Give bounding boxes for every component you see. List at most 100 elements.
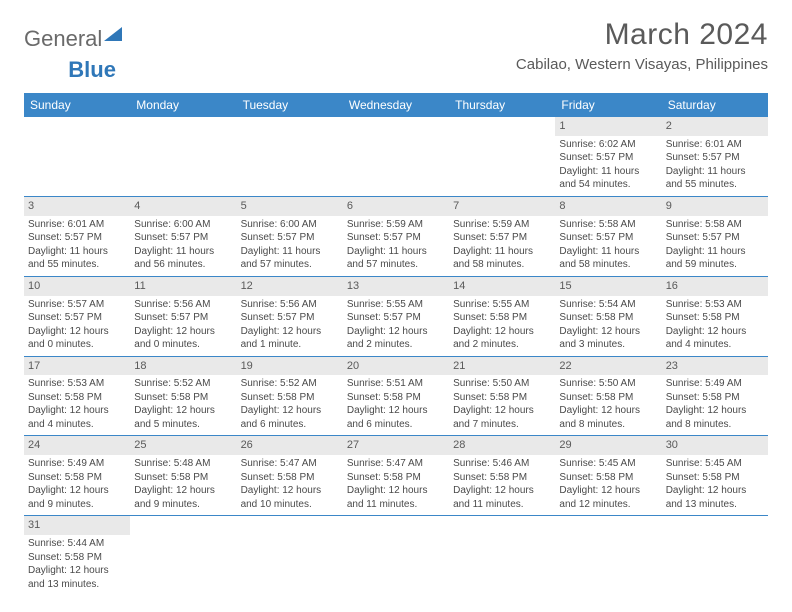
day-number: 4 [130,197,236,216]
daylight-text: Daylight: 12 hours and 10 minutes. [241,484,339,511]
daylight-text: Daylight: 12 hours and 3 minutes. [559,325,657,352]
day-number [555,516,661,535]
day-number [237,117,343,136]
day-number: 15 [555,277,661,296]
day-details: Sunrise: 6:02 AMSunset: 5:57 PMDaylight:… [555,136,661,196]
day-number [449,117,555,136]
day-details: Sunrise: 5:45 AMSunset: 5:58 PMDaylight:… [555,455,661,515]
day-details: Sunrise: 5:49 AMSunset: 5:58 PMDaylight:… [24,455,130,515]
month-title: March 2024 [516,18,768,52]
sunrise-text: Sunrise: 5:58 AM [666,218,764,232]
day-cell: 29Sunrise: 5:45 AMSunset: 5:58 PMDayligh… [555,436,661,515]
sunset-text: Sunset: 5:58 PM [666,471,764,485]
day-details [237,136,343,192]
day-details: Sunrise: 5:55 AMSunset: 5:58 PMDaylight:… [449,296,555,356]
sunrise-text: Sunrise: 5:48 AM [134,457,232,471]
sunrise-text: Sunrise: 5:45 AM [559,457,657,471]
day-cell: 23Sunrise: 5:49 AMSunset: 5:58 PMDayligh… [662,357,768,436]
sunrise-text: Sunrise: 6:00 AM [241,218,339,232]
sunset-text: Sunset: 5:58 PM [347,391,445,405]
daylight-text: Daylight: 12 hours and 9 minutes. [28,484,126,511]
day-details [449,136,555,192]
daylight-text: Daylight: 12 hours and 11 minutes. [453,484,551,511]
sunset-text: Sunset: 5:58 PM [559,311,657,325]
daylight-text: Daylight: 11 hours and 55 minutes. [28,245,126,272]
day-number [343,117,449,136]
sunset-text: Sunset: 5:57 PM [347,231,445,245]
day-cell: 27Sunrise: 5:47 AMSunset: 5:58 PMDayligh… [343,436,449,515]
day-cell-empty [237,516,343,595]
day-details: Sunrise: 5:47 AMSunset: 5:58 PMDaylight:… [343,455,449,515]
calendar-week: 31Sunrise: 5:44 AMSunset: 5:58 PMDayligh… [24,516,768,595]
sunrise-text: Sunrise: 5:52 AM [134,377,232,391]
daylight-text: Daylight: 12 hours and 2 minutes. [453,325,551,352]
day-cell: 12Sunrise: 5:56 AMSunset: 5:57 PMDayligh… [237,277,343,356]
day-number: 2 [662,117,768,136]
day-details: Sunrise: 5:44 AMSunset: 5:58 PMDaylight:… [24,535,130,595]
day-number [662,516,768,535]
location-subtitle: Cabilao, Western Visayas, Philippines [516,56,768,73]
day-details [343,535,449,591]
day-cell: 6Sunrise: 5:59 AMSunset: 5:57 PMDaylight… [343,197,449,276]
sunrise-text: Sunrise: 5:58 AM [559,218,657,232]
sunset-text: Sunset: 5:57 PM [28,231,126,245]
weekday-monday: Monday [130,93,236,117]
day-number [449,516,555,535]
sunset-text: Sunset: 5:57 PM [241,311,339,325]
day-details [555,535,661,591]
day-details: Sunrise: 5:54 AMSunset: 5:58 PMDaylight:… [555,296,661,356]
day-details [343,136,449,192]
day-number: 13 [343,277,449,296]
weekday-saturday: Saturday [662,93,768,117]
day-number: 1 [555,117,661,136]
sunset-text: Sunset: 5:58 PM [666,311,764,325]
day-cell: 26Sunrise: 5:47 AMSunset: 5:58 PMDayligh… [237,436,343,515]
daylight-text: Daylight: 12 hours and 8 minutes. [666,404,764,431]
day-details: Sunrise: 5:50 AMSunset: 5:58 PMDaylight:… [555,375,661,435]
sunset-text: Sunset: 5:57 PM [666,231,764,245]
day-details: Sunrise: 5:58 AMSunset: 5:57 PMDaylight:… [662,216,768,276]
day-details [24,136,130,192]
daylight-text: Daylight: 11 hours and 58 minutes. [559,245,657,272]
sunrise-text: Sunrise: 5:55 AM [347,298,445,312]
sunrise-text: Sunrise: 5:50 AM [559,377,657,391]
day-cell-empty [130,117,236,196]
day-number: 31 [24,516,130,535]
day-number: 16 [662,277,768,296]
day-number [130,117,236,136]
day-details: Sunrise: 5:57 AMSunset: 5:57 PMDaylight:… [24,296,130,356]
day-number: 30 [662,436,768,455]
day-details: Sunrise: 6:01 AMSunset: 5:57 PMDaylight:… [662,136,768,196]
day-cell: 16Sunrise: 5:53 AMSunset: 5:58 PMDayligh… [662,277,768,356]
day-cell: 24Sunrise: 5:49 AMSunset: 5:58 PMDayligh… [24,436,130,515]
sunset-text: Sunset: 5:58 PM [453,471,551,485]
sunrise-text: Sunrise: 5:59 AM [453,218,551,232]
day-number: 11 [130,277,236,296]
sunrise-text: Sunrise: 6:00 AM [134,218,232,232]
day-cell-empty [343,516,449,595]
sunrise-text: Sunrise: 5:45 AM [666,457,764,471]
day-cell: 17Sunrise: 5:53 AMSunset: 5:58 PMDayligh… [24,357,130,436]
daylight-text: Daylight: 12 hours and 4 minutes. [28,404,126,431]
day-cell-empty [130,516,236,595]
day-cell: 3Sunrise: 6:01 AMSunset: 5:57 PMDaylight… [24,197,130,276]
sunset-text: Sunset: 5:58 PM [241,391,339,405]
weekday-tuesday: Tuesday [237,93,343,117]
day-details: Sunrise: 6:01 AMSunset: 5:57 PMDaylight:… [24,216,130,276]
daylight-text: Daylight: 12 hours and 6 minutes. [347,404,445,431]
calendar: Sunday Monday Tuesday Wednesday Thursday… [24,93,768,595]
daylight-text: Daylight: 12 hours and 0 minutes. [28,325,126,352]
day-number: 10 [24,277,130,296]
day-cell-empty [237,117,343,196]
logo: General [24,26,124,52]
day-number: 28 [449,436,555,455]
sunrise-text: Sunrise: 5:49 AM [666,377,764,391]
daylight-text: Daylight: 11 hours and 57 minutes. [347,245,445,272]
day-cell: 11Sunrise: 5:56 AMSunset: 5:57 PMDayligh… [130,277,236,356]
day-details: Sunrise: 5:53 AMSunset: 5:58 PMDaylight:… [662,296,768,356]
sunset-text: Sunset: 5:58 PM [559,391,657,405]
day-number: 22 [555,357,661,376]
day-number [343,516,449,535]
day-number: 3 [24,197,130,216]
daylight-text: Daylight: 12 hours and 11 minutes. [347,484,445,511]
